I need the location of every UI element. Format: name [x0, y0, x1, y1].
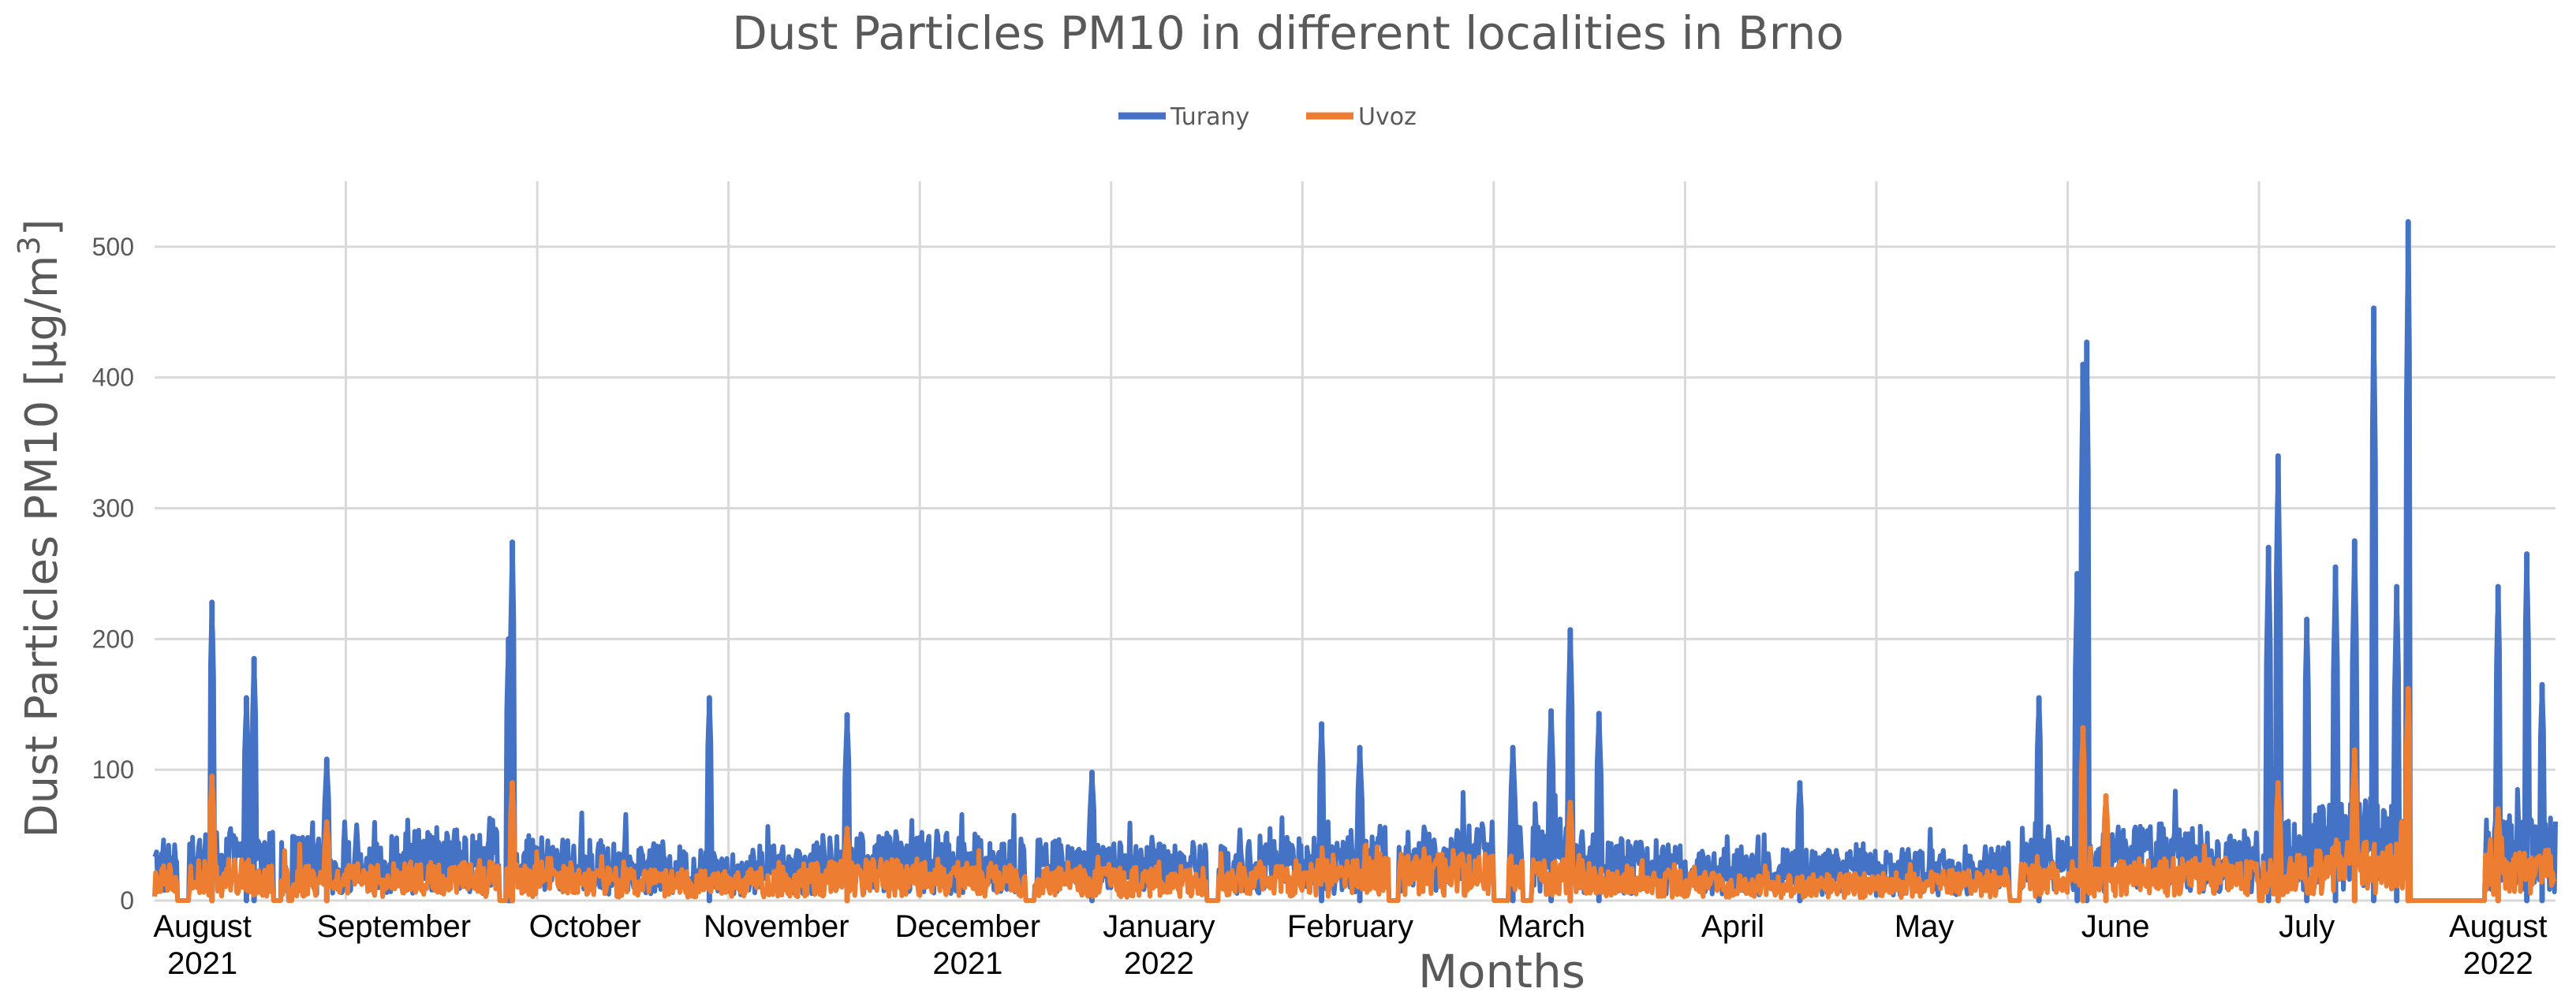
x-tick-label-8: April — [1701, 909, 1764, 944]
y-tick-label-500: 500 — [92, 233, 134, 261]
x-tick-label-9: May — [1895, 909, 1954, 944]
y-axis-title: Dust Particles PM10 [µg/m3] — [12, 218, 68, 837]
legend-label-uvoz: Uvoz — [1358, 103, 1417, 131]
y-tick-label-100: 100 — [92, 755, 134, 784]
x-tick-month: March — [1498, 909, 1585, 944]
x-tick-month: November — [704, 909, 849, 944]
y-axis-title-main: Dust Particles PM10 [µg/m — [17, 255, 68, 838]
y-axis-title-sup: 3 — [12, 236, 47, 255]
y-tick-label-300: 300 — [92, 494, 134, 523]
y-tick-labels: 0 100 200 300 400 500 — [92, 233, 134, 915]
x-tick-month: December — [895, 909, 1041, 944]
x-tick-month: May — [1895, 909, 1954, 944]
legend-label-turany: Turany — [1170, 103, 1249, 131]
x-tick-year: 2022 — [2463, 946, 2533, 981]
x-tick-month: June — [2081, 909, 2150, 944]
x-tick-month: July — [2279, 909, 2335, 944]
series-line-uvoz — [152, 694, 2557, 903]
x-tick-label-2: October — [529, 909, 641, 944]
y-axis-title-end: ] — [17, 218, 68, 236]
y-tick-label-400: 400 — [92, 364, 134, 392]
x-tick-month: October — [529, 909, 641, 944]
y-gridlines — [155, 245, 2555, 902]
x-tick-label-1: September — [316, 909, 471, 944]
x-tick-month: April — [1701, 909, 1764, 944]
x-tick-month: August — [2449, 909, 2548, 944]
legend: Turany Uvoz — [1118, 103, 1417, 131]
y-tick-label-0: 0 — [120, 886, 134, 915]
y-tick-label-200: 200 — [92, 625, 134, 653]
x-tick-month: August — [153, 909, 252, 944]
x-tick-year: 2021 — [932, 946, 1002, 981]
series-uvoz — [152, 685, 2557, 904]
x-tick-month: January — [1103, 909, 1215, 944]
x-tick-label-7: March — [1498, 909, 1585, 944]
x-tick-month: February — [1287, 909, 1413, 944]
series-layer — [152, 218, 2558, 904]
x-tick-label-6: February — [1287, 909, 1413, 944]
x-tick-label-11: July — [2279, 909, 2335, 944]
x-tick-label-10: June — [2081, 909, 2150, 944]
series-turany — [152, 218, 2558, 904]
x-tick-year: 2021 — [167, 946, 237, 981]
x-axis-title: Months — [1418, 945, 1585, 998]
x-tick-month: September — [316, 909, 471, 944]
x-gridlines — [345, 181, 2261, 901]
x-tick-label-3: November — [704, 909, 849, 944]
x-tick-year: 2022 — [1124, 946, 1194, 981]
chart-title: Dust Particles PM10 in different localit… — [732, 6, 1844, 60]
